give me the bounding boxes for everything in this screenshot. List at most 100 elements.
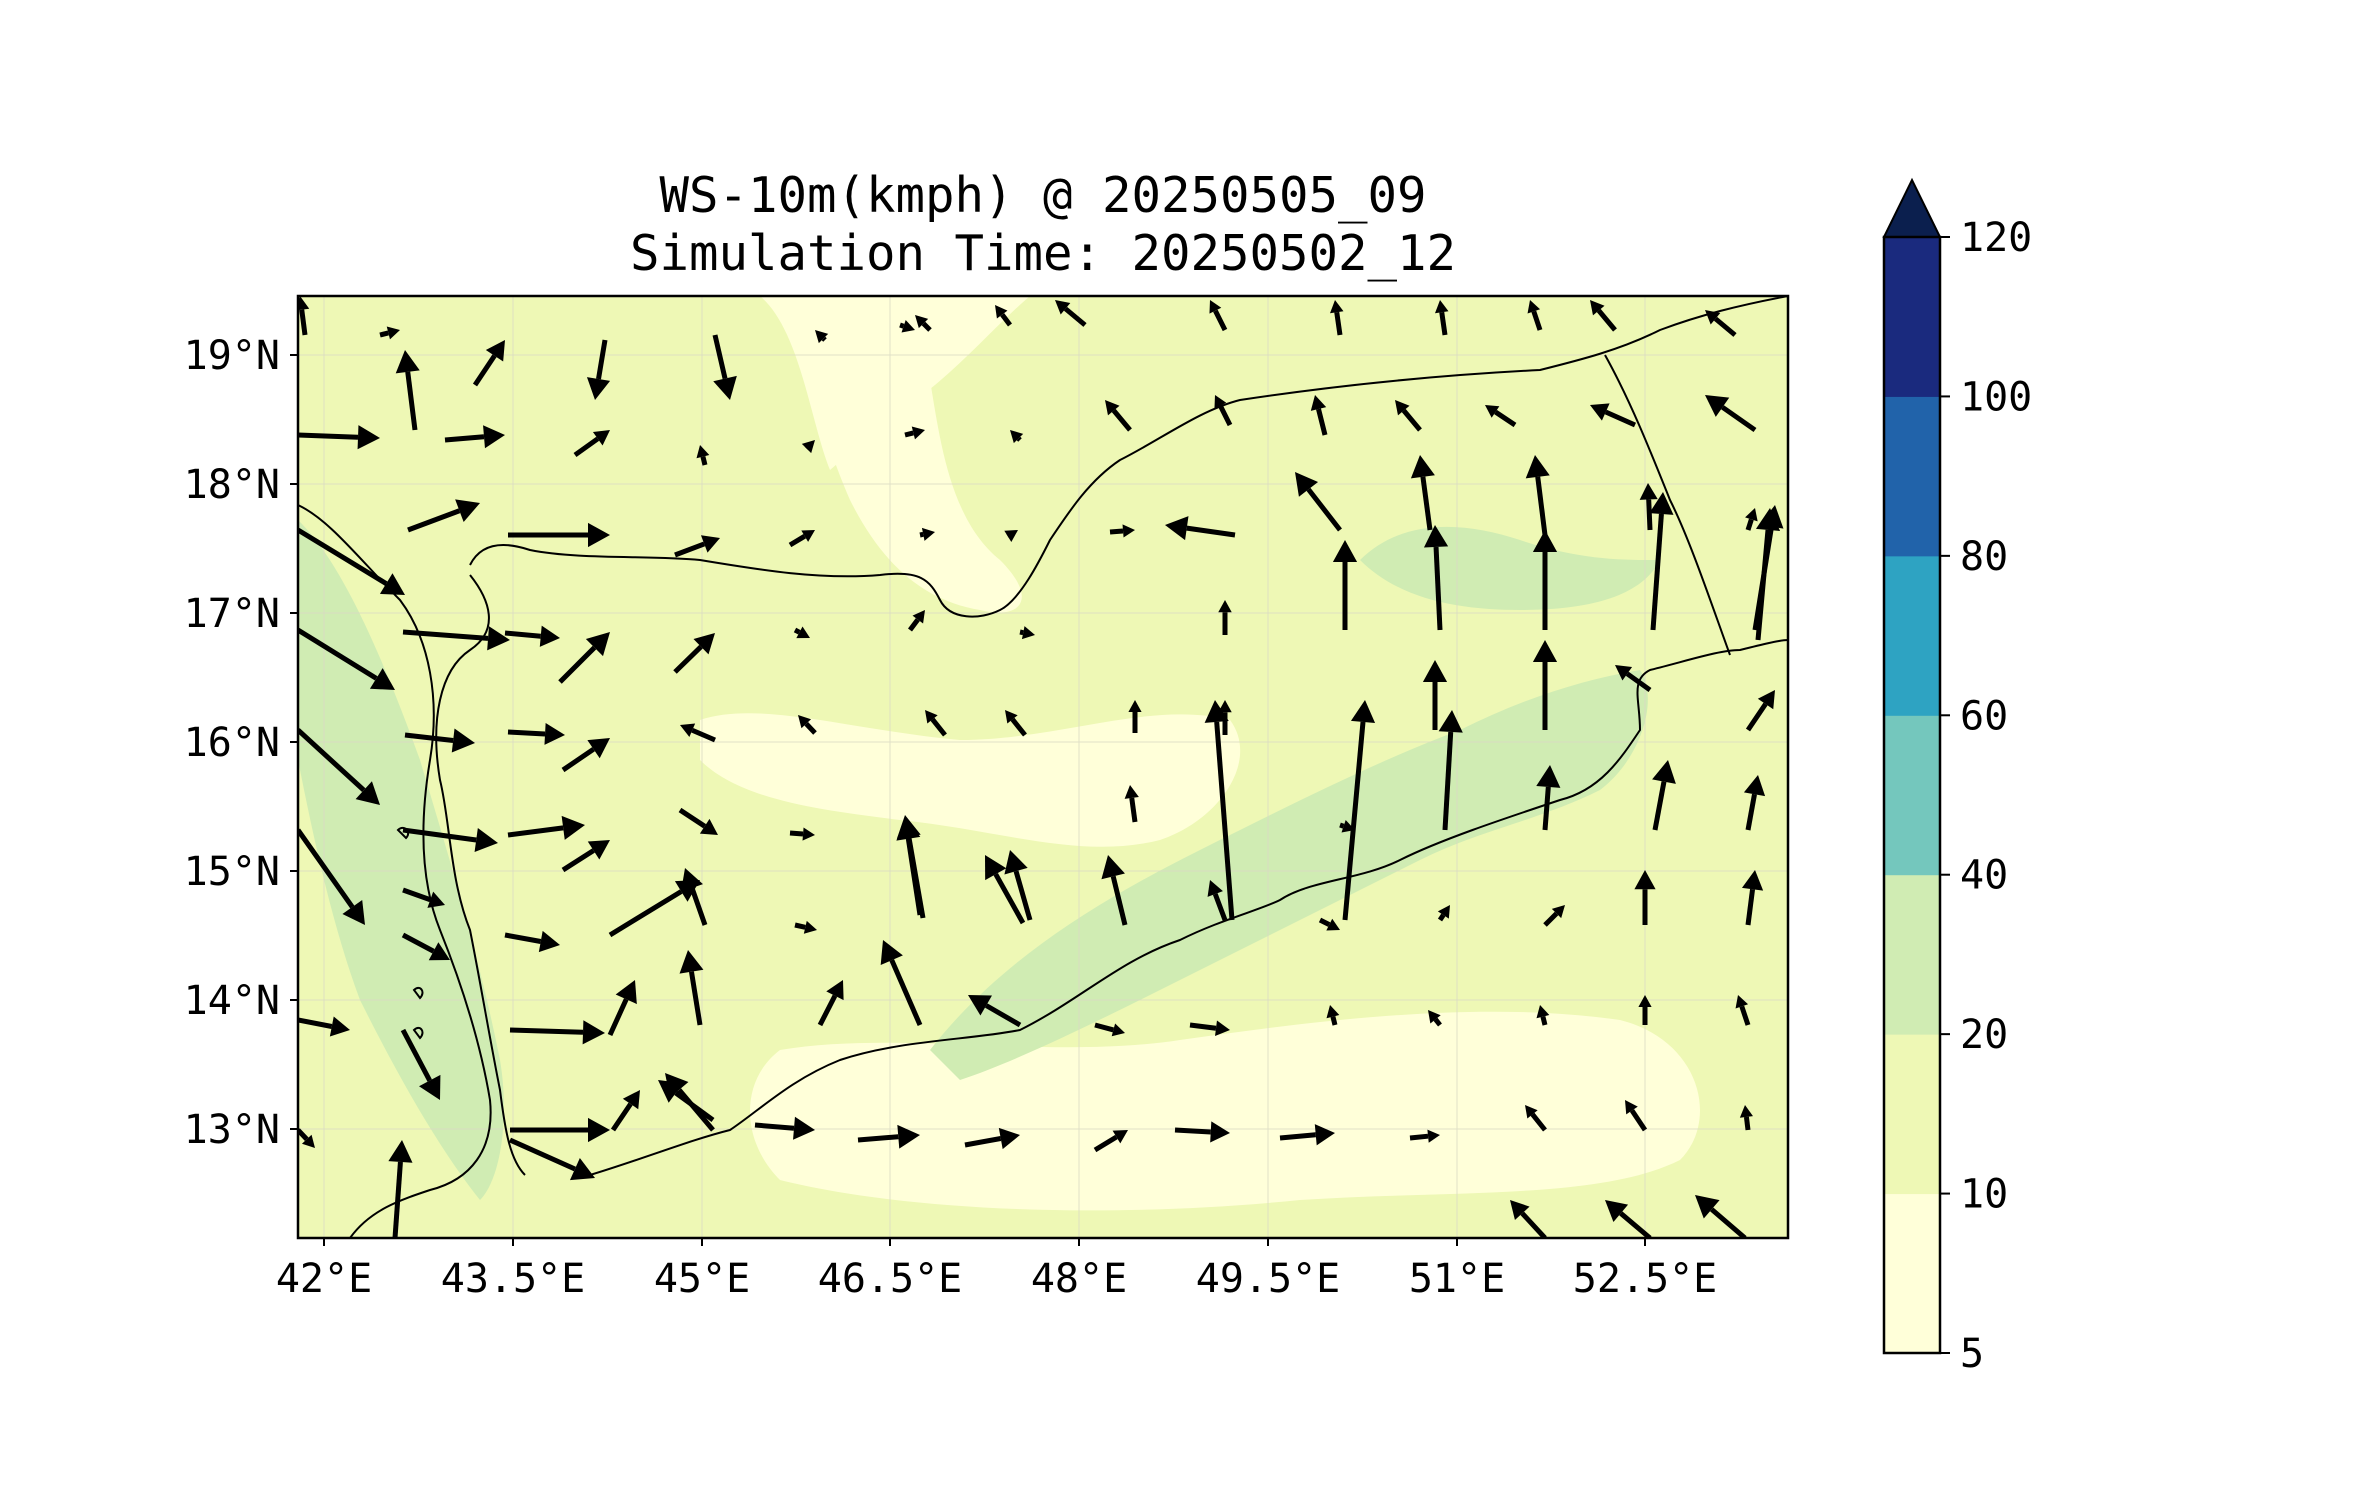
wind-arrow-head — [1005, 710, 1018, 724]
wind-arrow-shaft — [1535, 476, 1548, 536]
wind-arrow-head — [1124, 785, 1139, 799]
wind-arrow-shaft — [298, 1128, 309, 1141]
wind-arrow-head — [1536, 1005, 1550, 1019]
wind-arrow-head — [1122, 524, 1135, 538]
wind-arrow-head — [455, 499, 480, 523]
wind-arrow-head — [1743, 775, 1766, 797]
wind-arrow-head — [485, 340, 505, 362]
wind-arrow-head — [798, 715, 812, 729]
wind-arrow-head — [1410, 455, 1435, 479]
wind-arrow-head — [679, 950, 704, 974]
wind-arrow-shaft — [754, 1122, 795, 1131]
wind-arrow-shaft — [1218, 404, 1233, 427]
wind-arrow-head — [911, 426, 925, 440]
wind-arrow-shaft — [558, 645, 597, 684]
wind-arrow-shaft — [509, 1027, 584, 1035]
wind-arrow-head — [1437, 905, 1450, 919]
lon-label-48: 48°E — [1031, 1256, 1127, 1302]
wind-arrow-head — [1101, 855, 1125, 880]
wind-arrow-head — [1111, 1023, 1125, 1037]
wind-arrow-head — [915, 315, 929, 329]
colorbar-blocks — [1884, 237, 1940, 1354]
colorbar-tick-label: 5 — [1960, 1331, 1984, 1377]
wind-arrow-shaft — [1542, 786, 1551, 831]
wind-arrow-shaft — [405, 371, 418, 431]
wind-arrow-shaft — [907, 618, 920, 632]
wind-arrow-shaft — [1186, 525, 1236, 538]
wind-arrow-head — [1649, 492, 1674, 515]
wind-arrow-head — [681, 868, 703, 892]
wind-arrow-head — [298, 296, 310, 311]
wind-arrow-head — [1326, 1005, 1340, 1019]
wind-arrow-shaft — [1713, 316, 1737, 337]
wind-arrow-shaft — [596, 339, 608, 380]
wind-arrow-shaft — [1543, 911, 1559, 927]
wind-arrow-head — [1605, 1200, 1629, 1222]
wind-arrow-shaft — [402, 887, 432, 903]
wind-arrow-head — [561, 815, 585, 840]
wind-arrow-shaft — [298, 828, 355, 909]
coastlines-and-borders — [298, 296, 1788, 1238]
wind-arrow-head — [1757, 690, 1775, 710]
wind-arrow-head — [1010, 430, 1024, 444]
wind-arrow-head — [803, 920, 817, 934]
wind-arrow-shaft — [691, 727, 716, 743]
wind-arrow-head — [1427, 1129, 1440, 1143]
wind-arrow-shaft — [472, 354, 497, 387]
wind-arrow-shaft — [1745, 702, 1768, 732]
wind-arrow-shaft — [1339, 822, 1345, 829]
wind-arrow-shaft — [1318, 917, 1331, 927]
wind-arrow-head — [658, 1080, 683, 1103]
wind-arrow-shaft — [921, 321, 932, 332]
lon-label-49-5: 49.5°E — [1196, 1256, 1341, 1302]
wind-arrow-head — [1055, 300, 1071, 315]
wind-arrow-shaft — [1189, 1022, 1217, 1031]
wind-arrow-head — [1741, 870, 1764, 891]
wind-arrow-head — [1004, 530, 1018, 542]
wind-arrow-shaft — [401, 932, 435, 954]
wind-arrow-shaft — [1710, 1207, 1747, 1238]
wind-arrow-head — [451, 728, 475, 753]
wind-arrow-shaft — [1619, 1211, 1652, 1238]
wind-arrow-shaft — [1013, 870, 1033, 921]
wind-arrow-shaft — [993, 872, 1026, 925]
colorbar-extend-triangle — [1882, 177, 1942, 238]
wind-arrow-shaft — [1442, 731, 1454, 831]
wind-arrow-head — [1128, 700, 1142, 712]
wind-arrow-head — [1705, 395, 1730, 417]
wind-arrow-shaft — [1093, 1134, 1118, 1153]
wind-arrow-head — [1639, 483, 1658, 500]
wind-arrow-shaft — [1745, 793, 1757, 831]
lon-label-52-5: 52.5°E — [1573, 1256, 1718, 1302]
wind-arrow-head — [1485, 405, 1500, 418]
wind-arrow-head — [880, 940, 903, 966]
wind-arrow-head — [539, 625, 560, 647]
wind-arrow-head — [569, 1157, 595, 1181]
wind-arrow-head — [1510, 1200, 1530, 1221]
wind-arrow-head — [1215, 1020, 1230, 1036]
wind-arrow-shaft — [689, 887, 708, 926]
wind-arrow-head — [968, 995, 992, 1016]
wind-arrow-head — [1638, 995, 1652, 1007]
wind-arrow-head — [474, 828, 498, 853]
wind-arrow-shaft — [402, 827, 477, 843]
wind-arrow-head — [1551, 905, 1565, 919]
wind-arrow-head — [1210, 1121, 1230, 1143]
wind-arrow-head — [901, 319, 915, 333]
wind-arrow-head — [1527, 300, 1541, 314]
colorbar-block-5 — [1884, 1193, 1940, 1354]
title-line-2: Simulation Time: 20250502_12 — [630, 225, 1456, 282]
wind-arrow-head — [801, 440, 815, 454]
wind-arrow-head — [1112, 1130, 1128, 1144]
wind-arrow-head — [1326, 918, 1340, 931]
wind-arrow-head — [1004, 850, 1028, 875]
lat-label-17: 17°N — [184, 591, 280, 637]
lat-label-14: 14°N — [184, 978, 280, 1024]
wind-arrow-head — [998, 1127, 1020, 1150]
wind-arrow-head — [483, 425, 505, 449]
wind-arrow-head — [1652, 760, 1676, 784]
wind-arrow-shaft — [1745, 518, 1754, 531]
wind-arrow-shaft — [402, 629, 489, 641]
wind-arrow-shaft — [857, 1134, 899, 1143]
wind-arrow-head — [1218, 600, 1232, 613]
